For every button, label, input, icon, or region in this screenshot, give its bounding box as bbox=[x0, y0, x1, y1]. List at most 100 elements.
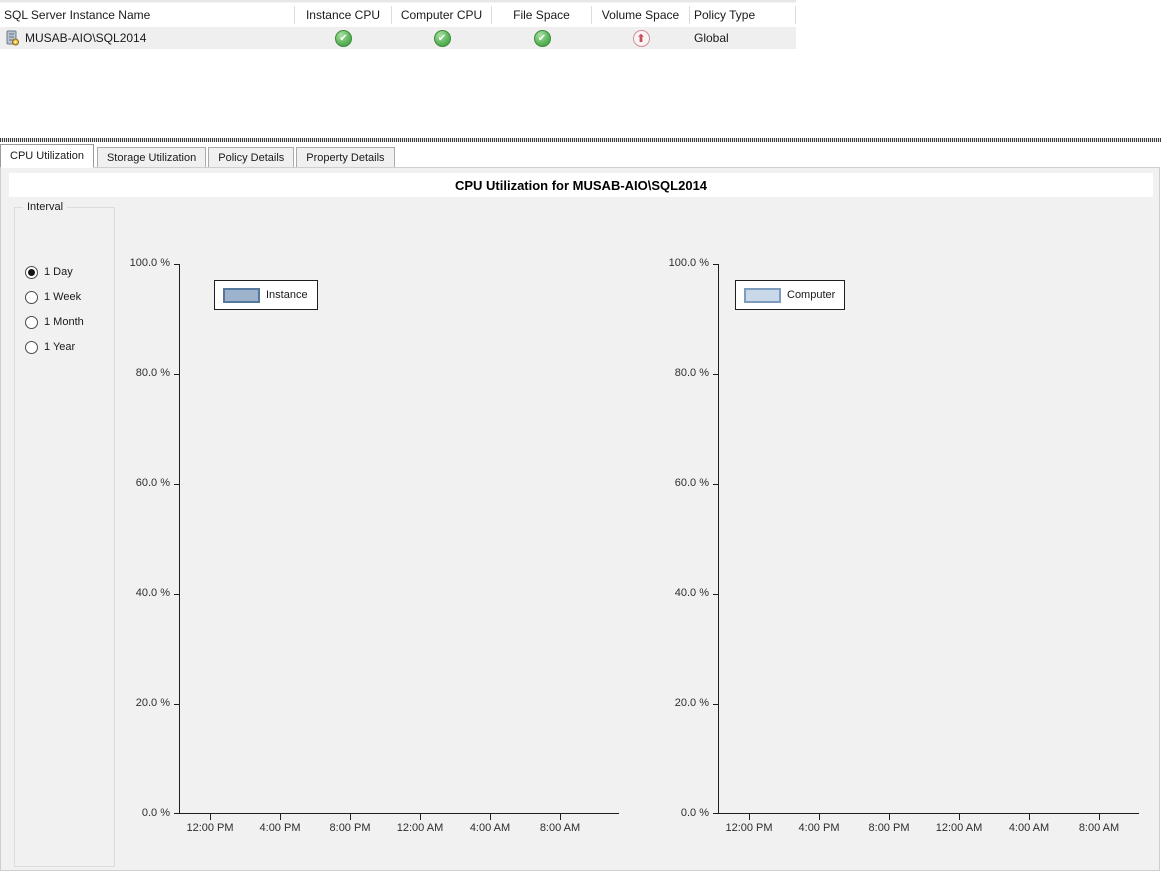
x-tick bbox=[959, 814, 960, 820]
instance-chart-legend: Instance bbox=[214, 280, 318, 310]
y-axis-label: 80.0 % bbox=[674, 367, 709, 379]
volume-space-status-icon bbox=[632, 29, 650, 47]
instance-name: MUSAB-AIO\SQL2014 bbox=[25, 31, 147, 45]
instance-cpu-chart: Instance 100.0 % 80.0 % 60.0 % 40.0 % 20… bbox=[130, 257, 619, 834]
detail-tabstrip: CPU Utilization Storage Utilization Poli… bbox=[0, 144, 1161, 168]
x-tick bbox=[749, 814, 750, 820]
x-axis-label: 12:00 PM bbox=[725, 822, 773, 834]
x-axis-label: 8:00 AM bbox=[1078, 822, 1120, 834]
radio-1-week-label: 1 Week bbox=[44, 291, 82, 303]
y-tick bbox=[713, 484, 719, 485]
file-space-status-cell bbox=[492, 29, 592, 47]
sql-server-instance-icon bbox=[6, 30, 19, 46]
instance-row[interactable]: MUSAB-AIO\SQL2014 Global bbox=[0, 27, 796, 49]
y-tick bbox=[174, 264, 180, 265]
y-tick bbox=[713, 813, 719, 814]
radio-1-week-input[interactable] bbox=[25, 290, 38, 304]
y-tick bbox=[174, 484, 180, 485]
policy-type-cell: Global bbox=[694, 31, 729, 45]
x-axis-label: 12:00 AM bbox=[935, 822, 983, 834]
instance-cpu-status-cell bbox=[295, 29, 392, 47]
computer-cpu-status-cell bbox=[392, 29, 492, 47]
cpu-utilization-pane: CPU Utilization for MUSAB-AIO\SQL2014 In… bbox=[0, 167, 1160, 871]
y-axis-label: 40.0 % bbox=[135, 587, 170, 599]
file-space-status-icon bbox=[533, 29, 551, 47]
y-tick bbox=[174, 704, 180, 705]
grid-header-row: SQL Server Instance Name Instance CPU Co… bbox=[0, 3, 796, 27]
tab-policy-details[interactable]: Policy Details bbox=[208, 147, 295, 168]
computer-legend-label: Computer bbox=[787, 289, 836, 301]
chart-title-bar: CPU Utilization for MUSAB-AIO\SQL2014 bbox=[9, 173, 1153, 197]
x-axis-label: 8:00 PM bbox=[868, 822, 910, 834]
x-tick bbox=[490, 814, 491, 820]
y-axis-label: 20.0 % bbox=[674, 697, 709, 709]
grid-top-strip bbox=[0, 0, 796, 3]
x-axis-label: 8:00 AM bbox=[539, 822, 581, 834]
x-tick bbox=[280, 814, 281, 820]
x-tick bbox=[1099, 814, 1100, 820]
x-tick bbox=[420, 814, 421, 820]
x-axis-label: 8:00 PM bbox=[329, 822, 371, 834]
tab-property-details[interactable]: Property Details bbox=[296, 147, 395, 168]
radio-1-month[interactable]: 1 Month bbox=[25, 315, 84, 329]
instance-legend-swatch bbox=[223, 287, 260, 303]
x-axis-label: 4:00 PM bbox=[798, 822, 840, 834]
radio-1-week[interactable]: 1 Week bbox=[25, 290, 81, 304]
column-header-file-space[interactable]: File Space bbox=[492, 6, 592, 24]
column-header-policy-type[interactable]: Policy Type bbox=[690, 6, 796, 24]
computer-cpu-status-icon bbox=[433, 29, 451, 47]
x-axis-label: 12:00 PM bbox=[186, 822, 234, 834]
y-axis-label: 0.0 % bbox=[680, 807, 709, 819]
x-axis-label: 4:00 AM bbox=[1008, 822, 1050, 834]
radio-1-year[interactable]: 1 Year bbox=[25, 340, 75, 354]
x-tick bbox=[560, 814, 561, 820]
tab-cpu-utilization[interactable]: CPU Utilization bbox=[0, 144, 94, 168]
y-axis-label: 100.0 % bbox=[668, 257, 709, 269]
volume-space-status-cell bbox=[592, 29, 690, 47]
radio-1-day-input[interactable] bbox=[25, 265, 38, 279]
column-header-volume-space[interactable]: Volume Space bbox=[592, 6, 690, 24]
horizontal-splitter[interactable] bbox=[0, 137, 1161, 143]
x-tick bbox=[210, 814, 211, 820]
y-axis-label: 100.0 % bbox=[129, 257, 170, 269]
radio-1-month-label: 1 Month bbox=[44, 316, 84, 328]
page-title: CPU Utilization for MUSAB-AIO\SQL2014 bbox=[454, 177, 708, 193]
y-axis-label: 80.0 % bbox=[135, 367, 170, 379]
y-tick bbox=[713, 374, 719, 375]
instance-cpu-status-icon bbox=[335, 29, 352, 47]
y-axis-label: 0.0 % bbox=[141, 807, 170, 819]
interval-groupbox: Interval 1 Day 1 Week 1 Month 1 Year bbox=[14, 201, 115, 867]
radio-1-day[interactable]: 1 Day bbox=[25, 265, 73, 279]
instance-name-cell: MUSAB-AIO\SQL2014 bbox=[0, 30, 295, 46]
y-tick bbox=[713, 594, 719, 595]
interval-group-label: Interval bbox=[23, 201, 68, 213]
x-axis-label: 4:00 AM bbox=[469, 822, 511, 834]
x-tick bbox=[819, 814, 820, 820]
y-tick bbox=[174, 813, 180, 814]
x-axis-label: 4:00 PM bbox=[259, 822, 301, 834]
computer-chart-legend: Computer bbox=[735, 280, 846, 310]
y-axis-label: 60.0 % bbox=[135, 477, 170, 489]
tab-storage-utilization[interactable]: Storage Utilization bbox=[96, 147, 207, 168]
x-tick bbox=[1029, 814, 1030, 820]
y-tick bbox=[713, 704, 719, 705]
radio-1-month-input[interactable] bbox=[25, 315, 38, 329]
y-tick bbox=[174, 374, 180, 375]
column-header-computer-cpu[interactable]: Computer CPU bbox=[392, 6, 492, 24]
x-axis-label: 12:00 AM bbox=[396, 822, 444, 834]
computer-legend-swatch bbox=[744, 287, 781, 303]
radio-1-day-label: 1 Day bbox=[44, 266, 73, 278]
x-tick bbox=[350, 814, 351, 820]
radio-1-year-label: 1 Year bbox=[44, 341, 76, 353]
y-axis-label: 20.0 % bbox=[135, 697, 170, 709]
managed-instances-grid: SQL Server Instance Name Instance CPU Co… bbox=[0, 0, 796, 49]
x-tick bbox=[889, 814, 890, 820]
y-tick bbox=[174, 594, 180, 595]
computer-cpu-chart: Computer 100.0 % 80.0 % 60.0 % 40.0 % 20… bbox=[669, 257, 1139, 834]
column-header-instance-cpu[interactable]: Instance CPU bbox=[295, 6, 392, 24]
radio-1-year-input[interactable] bbox=[25, 340, 38, 354]
instance-legend-label: Instance bbox=[266, 289, 308, 301]
column-header-instance-name[interactable]: SQL Server Instance Name bbox=[0, 6, 295, 24]
y-tick bbox=[713, 264, 719, 265]
y-axis-label: 40.0 % bbox=[674, 587, 709, 599]
